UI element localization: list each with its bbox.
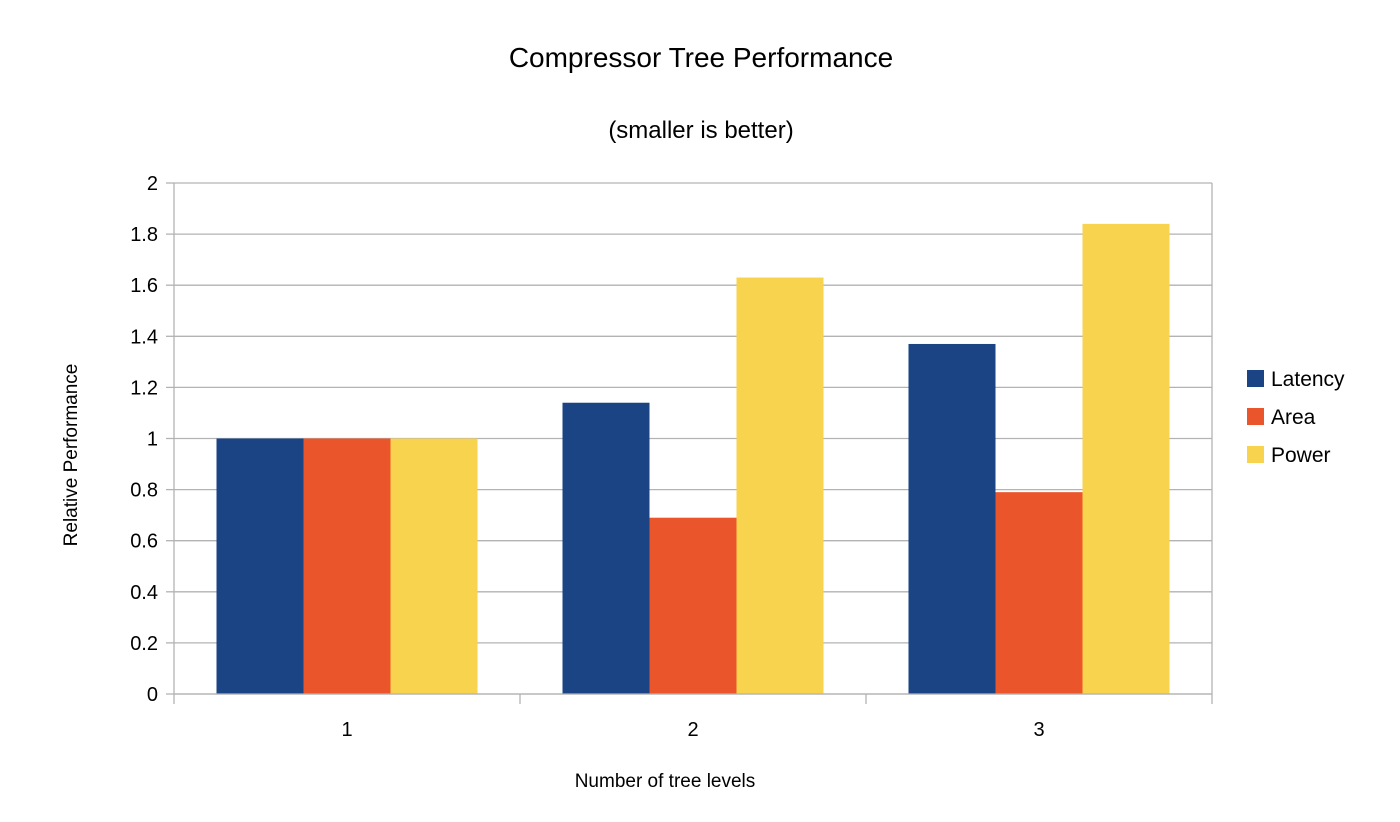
bar-area-1 [303, 438, 391, 694]
y-tick-label: 2 [147, 173, 158, 195]
legend-swatch-latency [1247, 370, 1264, 387]
bar-latency-3 [908, 343, 996, 694]
y-tick-label: 1.8 [130, 224, 158, 246]
bar-latency-2 [562, 402, 650, 694]
bar-power-2 [736, 277, 824, 694]
y-tick-label: 0.4 [130, 582, 158, 604]
y-tick-label: 1 [147, 429, 158, 451]
axes [166, 182, 1213, 704]
legend-label-latency: Latency [1271, 368, 1345, 391]
bar-power-1 [390, 438, 478, 694]
legend-swatch-area [1247, 408, 1264, 425]
x-tick-label: 3 [1033, 719, 1044, 741]
y-tick-label: 1.4 [130, 326, 158, 348]
legend-label-area: Area [1271, 406, 1316, 429]
legend-label-power: Power [1271, 444, 1331, 467]
y-tick-label: 0.2 [130, 633, 158, 655]
bar-area-2 [649, 517, 737, 694]
chart-subtitle: (smaller is better) [608, 117, 793, 144]
legend: Latency Area Power [1247, 368, 1345, 467]
y-tick-label: 0.6 [130, 531, 158, 553]
bar-latency-1 [216, 438, 304, 694]
bar-area-3 [995, 492, 1083, 694]
chart-title: Compressor Tree Performance [509, 42, 893, 73]
y-tick-label: 0.8 [130, 480, 158, 502]
x-tick-label: 2 [687, 719, 698, 741]
y-axis-label: Relative Performance [61, 364, 82, 547]
y-tick-label: 0 [147, 684, 158, 706]
bars [216, 223, 1170, 694]
tick-labels: 0 0.2 0.4 0.6 0.8 1 1.2 1.4 1.6 1.8 2 1 2 3 [130, 173, 1044, 741]
x-tick-label: 1 [341, 719, 352, 741]
legend-swatch-power [1247, 446, 1264, 463]
y-tick-label: 1.6 [130, 275, 158, 297]
x-axis-label: Number of tree levels [575, 771, 756, 792]
y-tick-label: 1.2 [130, 377, 158, 399]
bar-power-3 [1082, 223, 1170, 694]
